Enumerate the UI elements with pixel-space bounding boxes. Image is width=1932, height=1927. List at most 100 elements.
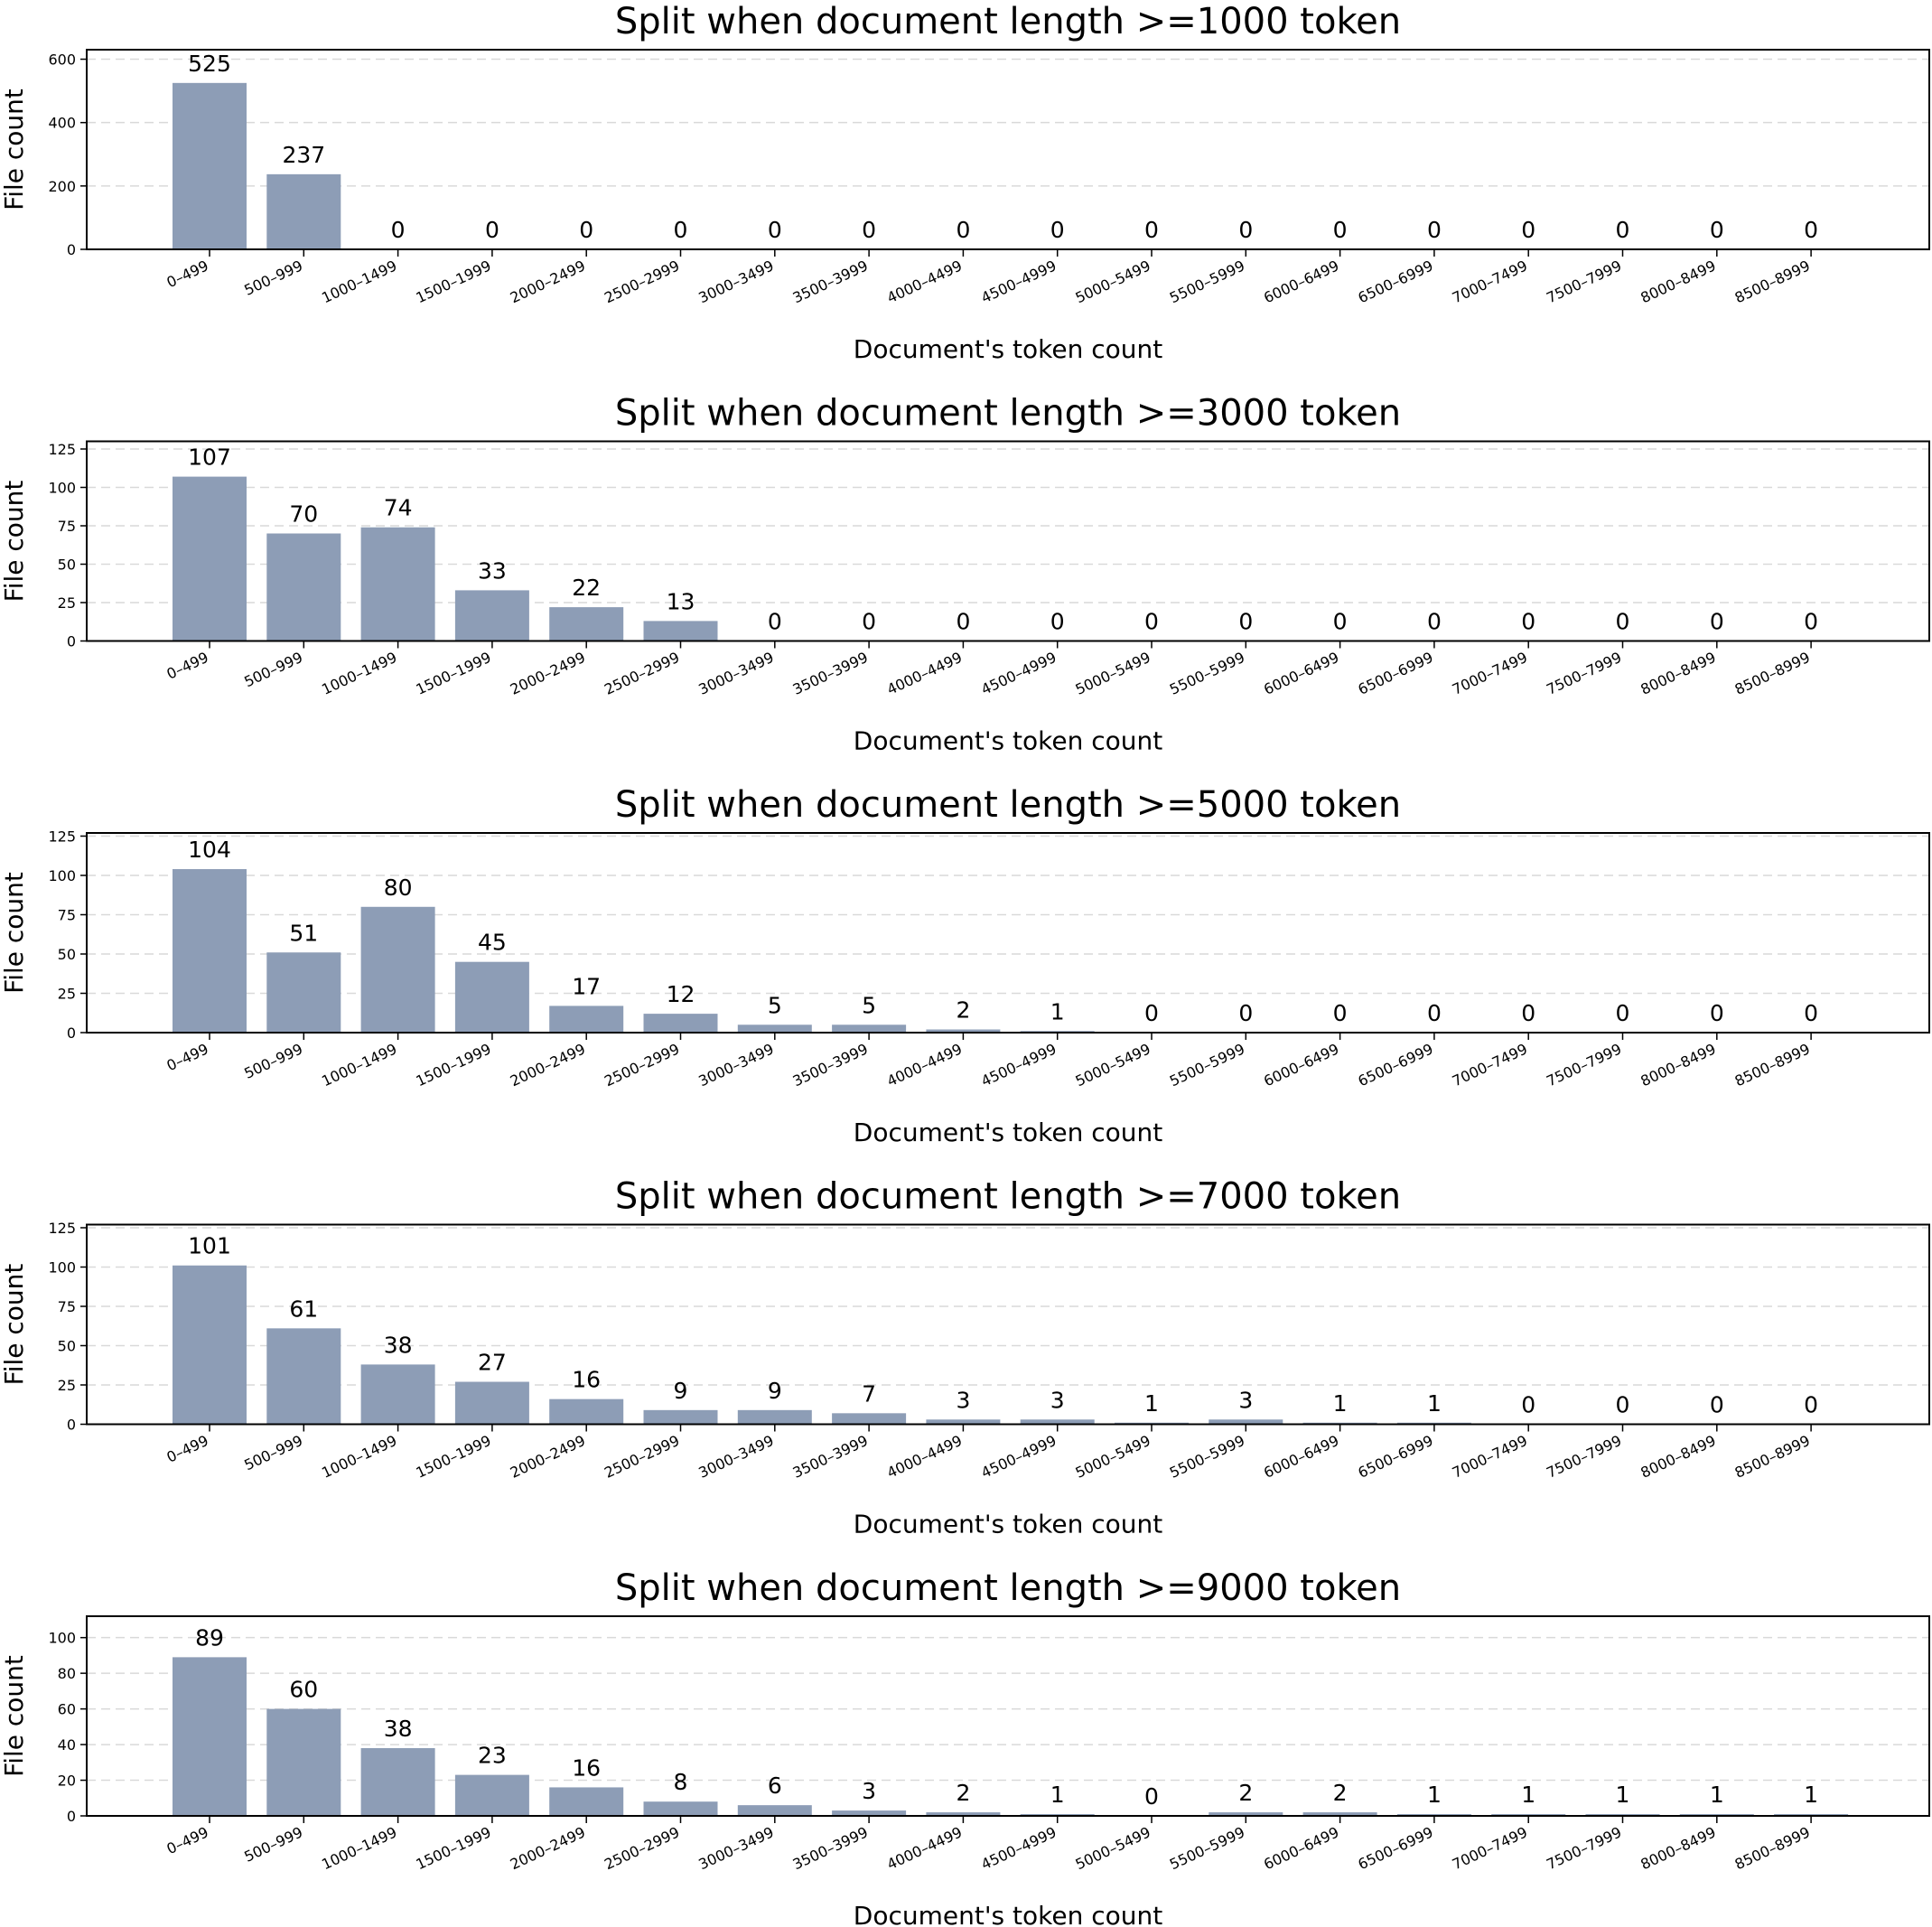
y-tick-label: 200 [48, 178, 76, 195]
x-tick-label: 3000–3499 [695, 649, 776, 698]
data-label: 61 [289, 1296, 318, 1322]
x-tick-label: 6000–6499 [1261, 1040, 1341, 1090]
data-label: 12 [667, 981, 695, 1007]
x-tick-label: 3000–3499 [695, 1040, 776, 1090]
bar [360, 906, 435, 1033]
data-label: 1 [1144, 1390, 1159, 1417]
bar [1209, 1812, 1283, 1816]
data-label: 1 [1050, 998, 1065, 1024]
data-label: 0 [1144, 1000, 1159, 1026]
data-label: 0 [1333, 609, 1348, 635]
x-tick-label: 8000–8499 [1638, 649, 1718, 698]
bar [266, 1708, 341, 1816]
data-label: 0 [1616, 1000, 1630, 1026]
x-tick-label: 5500–5999 [1167, 1823, 1247, 1873]
x-tick-label: 6500–6999 [1356, 649, 1436, 698]
x-tick-label: 7500–7999 [1544, 649, 1624, 698]
bar [926, 1029, 1001, 1033]
x-tick-label: 1500–1999 [414, 1823, 494, 1873]
x-tick-label: 4000–4499 [884, 257, 965, 306]
x-tick-label: 7000–7499 [1450, 649, 1530, 698]
bar [454, 1774, 529, 1816]
bar [360, 1364, 435, 1425]
data-label: 0 [391, 217, 406, 243]
data-label: 3 [1238, 1387, 1253, 1413]
bar [737, 1409, 812, 1425]
x-tick-label: 1500–1999 [414, 649, 494, 698]
x-tick-label: 6500–6999 [1356, 1432, 1436, 1482]
data-label: 0 [1050, 217, 1065, 243]
x-tick-label: 2500–2999 [602, 257, 682, 306]
bar [737, 1805, 812, 1816]
data-label: 51 [289, 920, 318, 946]
x-tick-label: 0–499 [164, 1040, 211, 1074]
x-tick-label: 2000–2499 [508, 257, 588, 306]
data-label: 9 [768, 1378, 782, 1404]
data-label: 3 [1050, 1387, 1065, 1413]
data-label: 6 [768, 1773, 782, 1799]
x-tick-label: 1000–1499 [319, 649, 399, 698]
x-tick-label: 2000–2499 [508, 1432, 588, 1482]
x-tick-label: 1000–1499 [319, 257, 399, 306]
data-label: 1 [1804, 1782, 1818, 1808]
data-label: 3 [862, 1778, 876, 1804]
data-label: 1 [1710, 1782, 1724, 1808]
data-label: 525 [188, 51, 231, 77]
chart-title: Split when document length >=3000 token [615, 393, 1401, 435]
x-tick-label: 5500–5999 [1167, 649, 1247, 698]
data-label: 0 [1804, 217, 1818, 243]
chart-panel-3: 02550751001251040–49951500–999801000–149… [0, 784, 1930, 1147]
x-tick-label: 500–999 [241, 649, 305, 690]
bar [173, 869, 247, 1033]
x-tick-label: 7000–7499 [1450, 1040, 1530, 1090]
y-tick-label: 50 [58, 946, 76, 963]
bar [360, 1748, 435, 1816]
x-tick-label: 7500–7999 [1544, 257, 1624, 306]
data-label: 101 [188, 1233, 231, 1259]
y-tick-label: 0 [67, 1417, 76, 1434]
bar [549, 1398, 624, 1425]
x-tick-label: 5000–5499 [1073, 1432, 1153, 1482]
data-label: 2 [956, 997, 970, 1024]
x-tick-label: 500–999 [241, 1823, 305, 1865]
data-label: 0 [1710, 1392, 1724, 1418]
bar [737, 1024, 812, 1033]
x-tick-label: 8000–8499 [1638, 1040, 1718, 1090]
y-axis-label: File count [0, 89, 29, 210]
y-tick-label: 400 [48, 115, 76, 132]
data-label: 1 [1616, 1782, 1630, 1808]
data-label: 45 [478, 930, 507, 956]
data-label: 0 [1521, 1392, 1535, 1418]
x-axis-label: Document's token count [854, 1510, 1162, 1539]
data-label: 0 [1521, 217, 1535, 243]
data-label: 0 [1427, 217, 1442, 243]
x-tick-label: 3500–3999 [790, 1040, 871, 1090]
y-tick-label: 50 [58, 1337, 76, 1354]
bar [549, 1787, 624, 1816]
data-label: 1 [1521, 1782, 1535, 1808]
y-tick-label: 100 [48, 1630, 76, 1647]
data-label: 0 [1804, 1000, 1818, 1026]
chart-title: Split when document length >=5000 token [615, 784, 1401, 826]
bar [266, 533, 341, 641]
data-label: 0 [485, 217, 499, 243]
y-tick-label: 125 [48, 1220, 76, 1237]
x-tick-label: 6500–6999 [1356, 1823, 1436, 1873]
bar [643, 1014, 718, 1033]
data-label: 38 [384, 1332, 413, 1358]
data-label: 0 [1616, 217, 1630, 243]
bar [173, 1265, 247, 1425]
x-tick-label: 3000–3499 [695, 257, 776, 306]
data-label: 2 [1333, 1780, 1348, 1806]
data-label: 60 [289, 1677, 318, 1703]
x-tick-label: 8500–8999 [1732, 649, 1813, 698]
data-label: 7 [862, 1380, 876, 1407]
bar [454, 961, 529, 1033]
data-label: 0 [1616, 1392, 1630, 1418]
y-tick-label: 0 [67, 241, 76, 258]
x-tick-label: 8500–8999 [1732, 1040, 1813, 1090]
x-tick-label: 4000–4499 [884, 1823, 965, 1873]
data-label: 0 [1804, 1392, 1818, 1418]
